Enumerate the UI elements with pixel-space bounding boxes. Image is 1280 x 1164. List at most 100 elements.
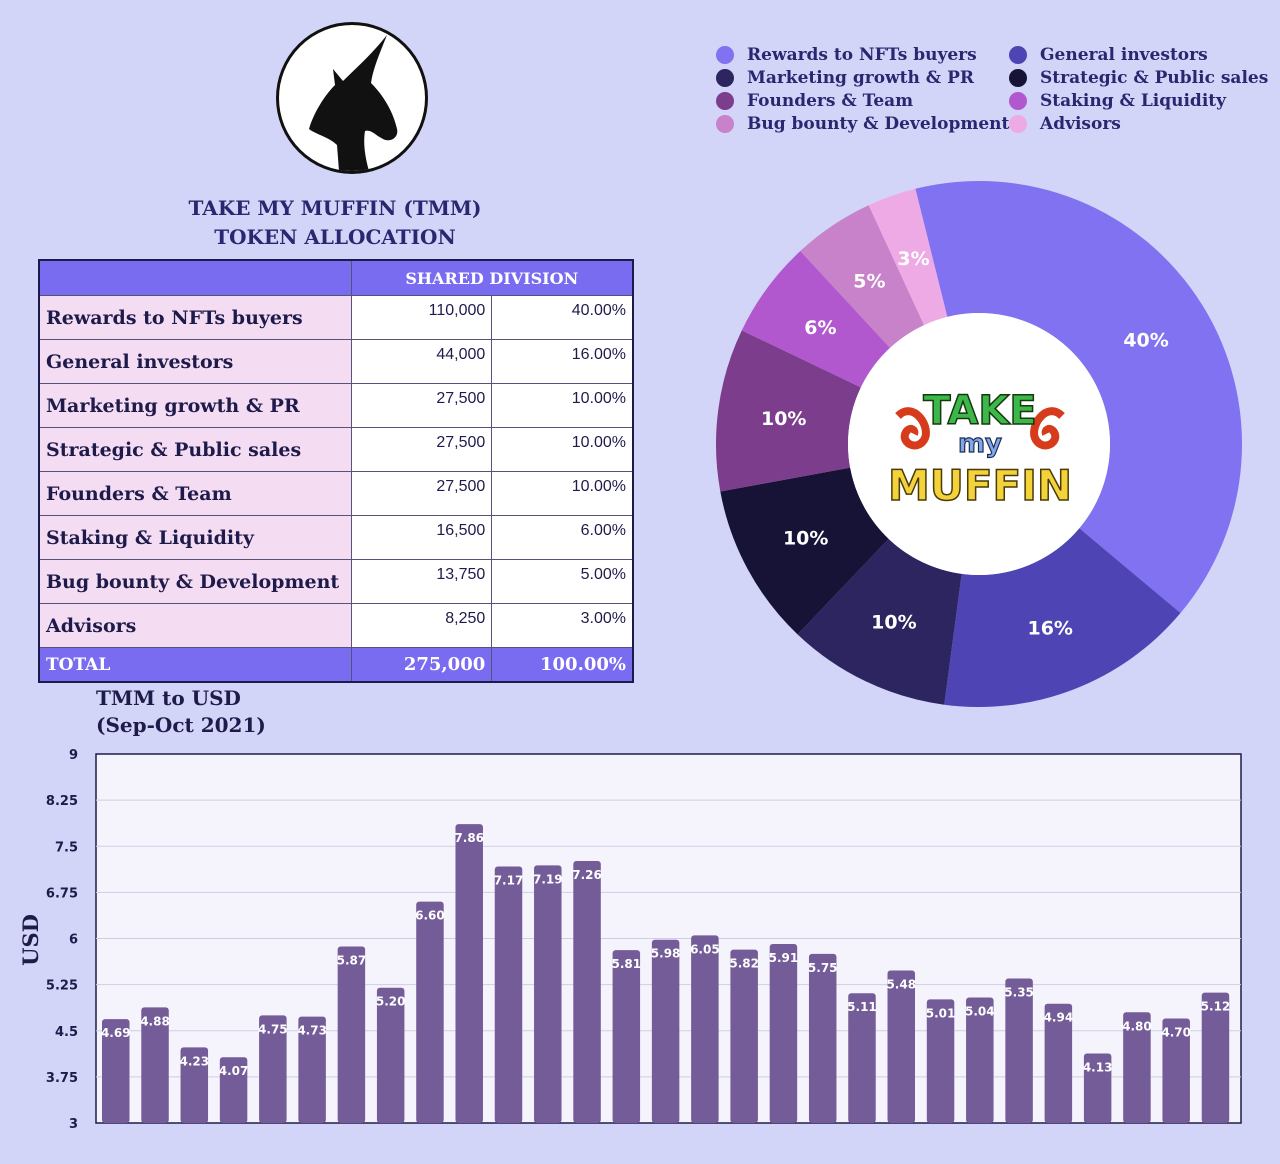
price-bar [534, 865, 562, 1123]
row-amount: 16,500 [350, 515, 493, 560]
donut-slice-label: 40% [1123, 330, 1168, 352]
donut-slice-label: 6% [804, 317, 836, 339]
price-bar [494, 866, 523, 1123]
donut-slice [915, 181, 1242, 614]
price-bar-label: 7.86 [454, 831, 484, 845]
price-bar-label: 4.13 [1083, 1061, 1113, 1075]
price-bar [612, 950, 641, 1123]
price-bar [769, 944, 798, 1123]
row-name: General investors [38, 339, 352, 384]
price-bar [1201, 992, 1230, 1123]
unicorn-logo [276, 22, 428, 174]
donut-slice-label: 10% [761, 408, 806, 430]
y-tick-label: 3 [69, 1117, 78, 1132]
price-bar [180, 1047, 209, 1123]
donut-slice [716, 330, 861, 492]
donut-slice-label: 10% [783, 528, 828, 550]
price-bar [730, 949, 758, 1123]
table-row: General investors 44,000 16.00% [38, 339, 634, 384]
price-bar-label: 7.26 [572, 868, 602, 882]
donut-slice [797, 538, 962, 705]
price-bar [651, 939, 680, 1123]
legend-swatch [1009, 46, 1027, 64]
table-header-row: SHARED DIVISION [38, 259, 634, 296]
donut-slice [720, 467, 889, 635]
legend-swatch [716, 46, 734, 64]
legend-label: Rewards to NFTs buyers [747, 45, 977, 65]
price-bar-label: 4.70 [1161, 1025, 1191, 1039]
price-bar [1123, 1012, 1151, 1123]
price-bar-label: 4.07 [219, 1064, 249, 1078]
legend-item: Bug bounty & Development [716, 114, 1009, 134]
table-total-row: TOTAL 275,000 100.00% [38, 647, 634, 683]
y-tick-label: 6.75 [46, 886, 78, 901]
price-bar [141, 1007, 169, 1123]
legend-label: Advisors [1040, 114, 1121, 134]
table-row: Bug bounty & Development 13,750 5.00% [38, 559, 634, 604]
price-bar [887, 970, 916, 1123]
price-bar-label: 5.01 [926, 1006, 956, 1020]
table-row: Staking & Liquidity 16,500 6.00% [38, 515, 634, 560]
price-bar [219, 1057, 248, 1123]
price-bar [1083, 1053, 1112, 1123]
row-amount: 13,750 [350, 559, 493, 604]
table-header-blank [38, 259, 352, 296]
total-label: TOTAL [38, 647, 352, 683]
table-header-shared-division: SHARED DIVISION [350, 259, 634, 296]
donut-slice-label: 3% [897, 248, 929, 270]
legend-item: General investors [1009, 45, 1208, 65]
price-chart-title-line1: TMM to USD [96, 686, 241, 710]
legend-swatch [1009, 92, 1027, 110]
donut-slice [741, 251, 890, 388]
row-percent: 10.00% [491, 471, 634, 516]
row-percent: 6.00% [491, 515, 634, 560]
legend-swatch [1009, 115, 1027, 133]
row-name: Founders & Team [38, 471, 352, 516]
take-my-muffin-logo: TAKE my MUFFIN [887, 387, 1073, 511]
table-row: Strategic & Public sales 27,500 10.00% [38, 427, 634, 472]
price-bar-label: 5.11 [847, 1000, 877, 1014]
price-bar [298, 1016, 326, 1123]
price-bar-label: 7.19 [533, 872, 563, 886]
row-amount: 110,000 [350, 295, 493, 340]
allocation-title-line2: TOKEN ALLOCATION [214, 225, 456, 249]
price-bar-label: 4.88 [140, 1014, 170, 1028]
y-tick-label: 5.25 [46, 979, 78, 994]
allocation-title-line1: TAKE MY MUFFIN (TMM) [188, 196, 482, 220]
row-name: Bug bounty & Development [38, 559, 352, 604]
price-bar [926, 999, 955, 1123]
price-bar [455, 824, 483, 1123]
total-percent: 100.00% [491, 647, 634, 683]
price-bar [691, 935, 719, 1123]
row-amount: 27,500 [350, 471, 493, 516]
y-tick-label: 7.5 [55, 840, 78, 855]
price-chart-subtitle: (Sep-Oct 2021) [96, 713, 266, 737]
legend-label: General investors [1040, 45, 1208, 65]
price-bar [1005, 978, 1033, 1123]
legend-item: Staking & Liquidity [1009, 91, 1226, 111]
price-bar-label: 7.17 [494, 874, 524, 888]
price-bar-label: 5.48 [886, 977, 916, 991]
tmm-usd-bar-chart: 3 3.75 4.5 5.25 6 6.75 7.5 8.25 9 4.69 4.88 4.23 4.… [18, 748, 1242, 1132]
y-tick-label: 3.75 [46, 1071, 78, 1086]
legend-item: Rewards to NFTs buyers [716, 45, 977, 65]
donut-slice-label: 5% [853, 270, 885, 292]
price-bar [259, 1015, 287, 1123]
legend-swatch [716, 115, 734, 133]
allocation-table: SHARED DIVISION Rewards to NFTs buyers 1… [38, 259, 634, 683]
price-bar-label: 5.75 [808, 961, 838, 975]
legend-item: Founders & Team [716, 91, 913, 111]
row-name: Rewards to NFTs buyers [38, 295, 352, 340]
y-axis-label: USD [18, 914, 43, 966]
price-bar-label: 5.87 [337, 953, 367, 967]
row-percent: 10.00% [491, 383, 634, 428]
price-bar [1044, 1003, 1073, 1123]
row-name: Strategic & Public sales [38, 427, 352, 472]
legend-label: Strategic & Public sales [1040, 68, 1269, 88]
legend-swatch [1009, 69, 1027, 87]
row-name: Staking & Liquidity [38, 515, 352, 560]
price-bar-label: 5.82 [729, 957, 759, 971]
price-bar [1162, 1018, 1190, 1123]
donut-slice [800, 205, 925, 348]
row-percent: 5.00% [491, 559, 634, 604]
